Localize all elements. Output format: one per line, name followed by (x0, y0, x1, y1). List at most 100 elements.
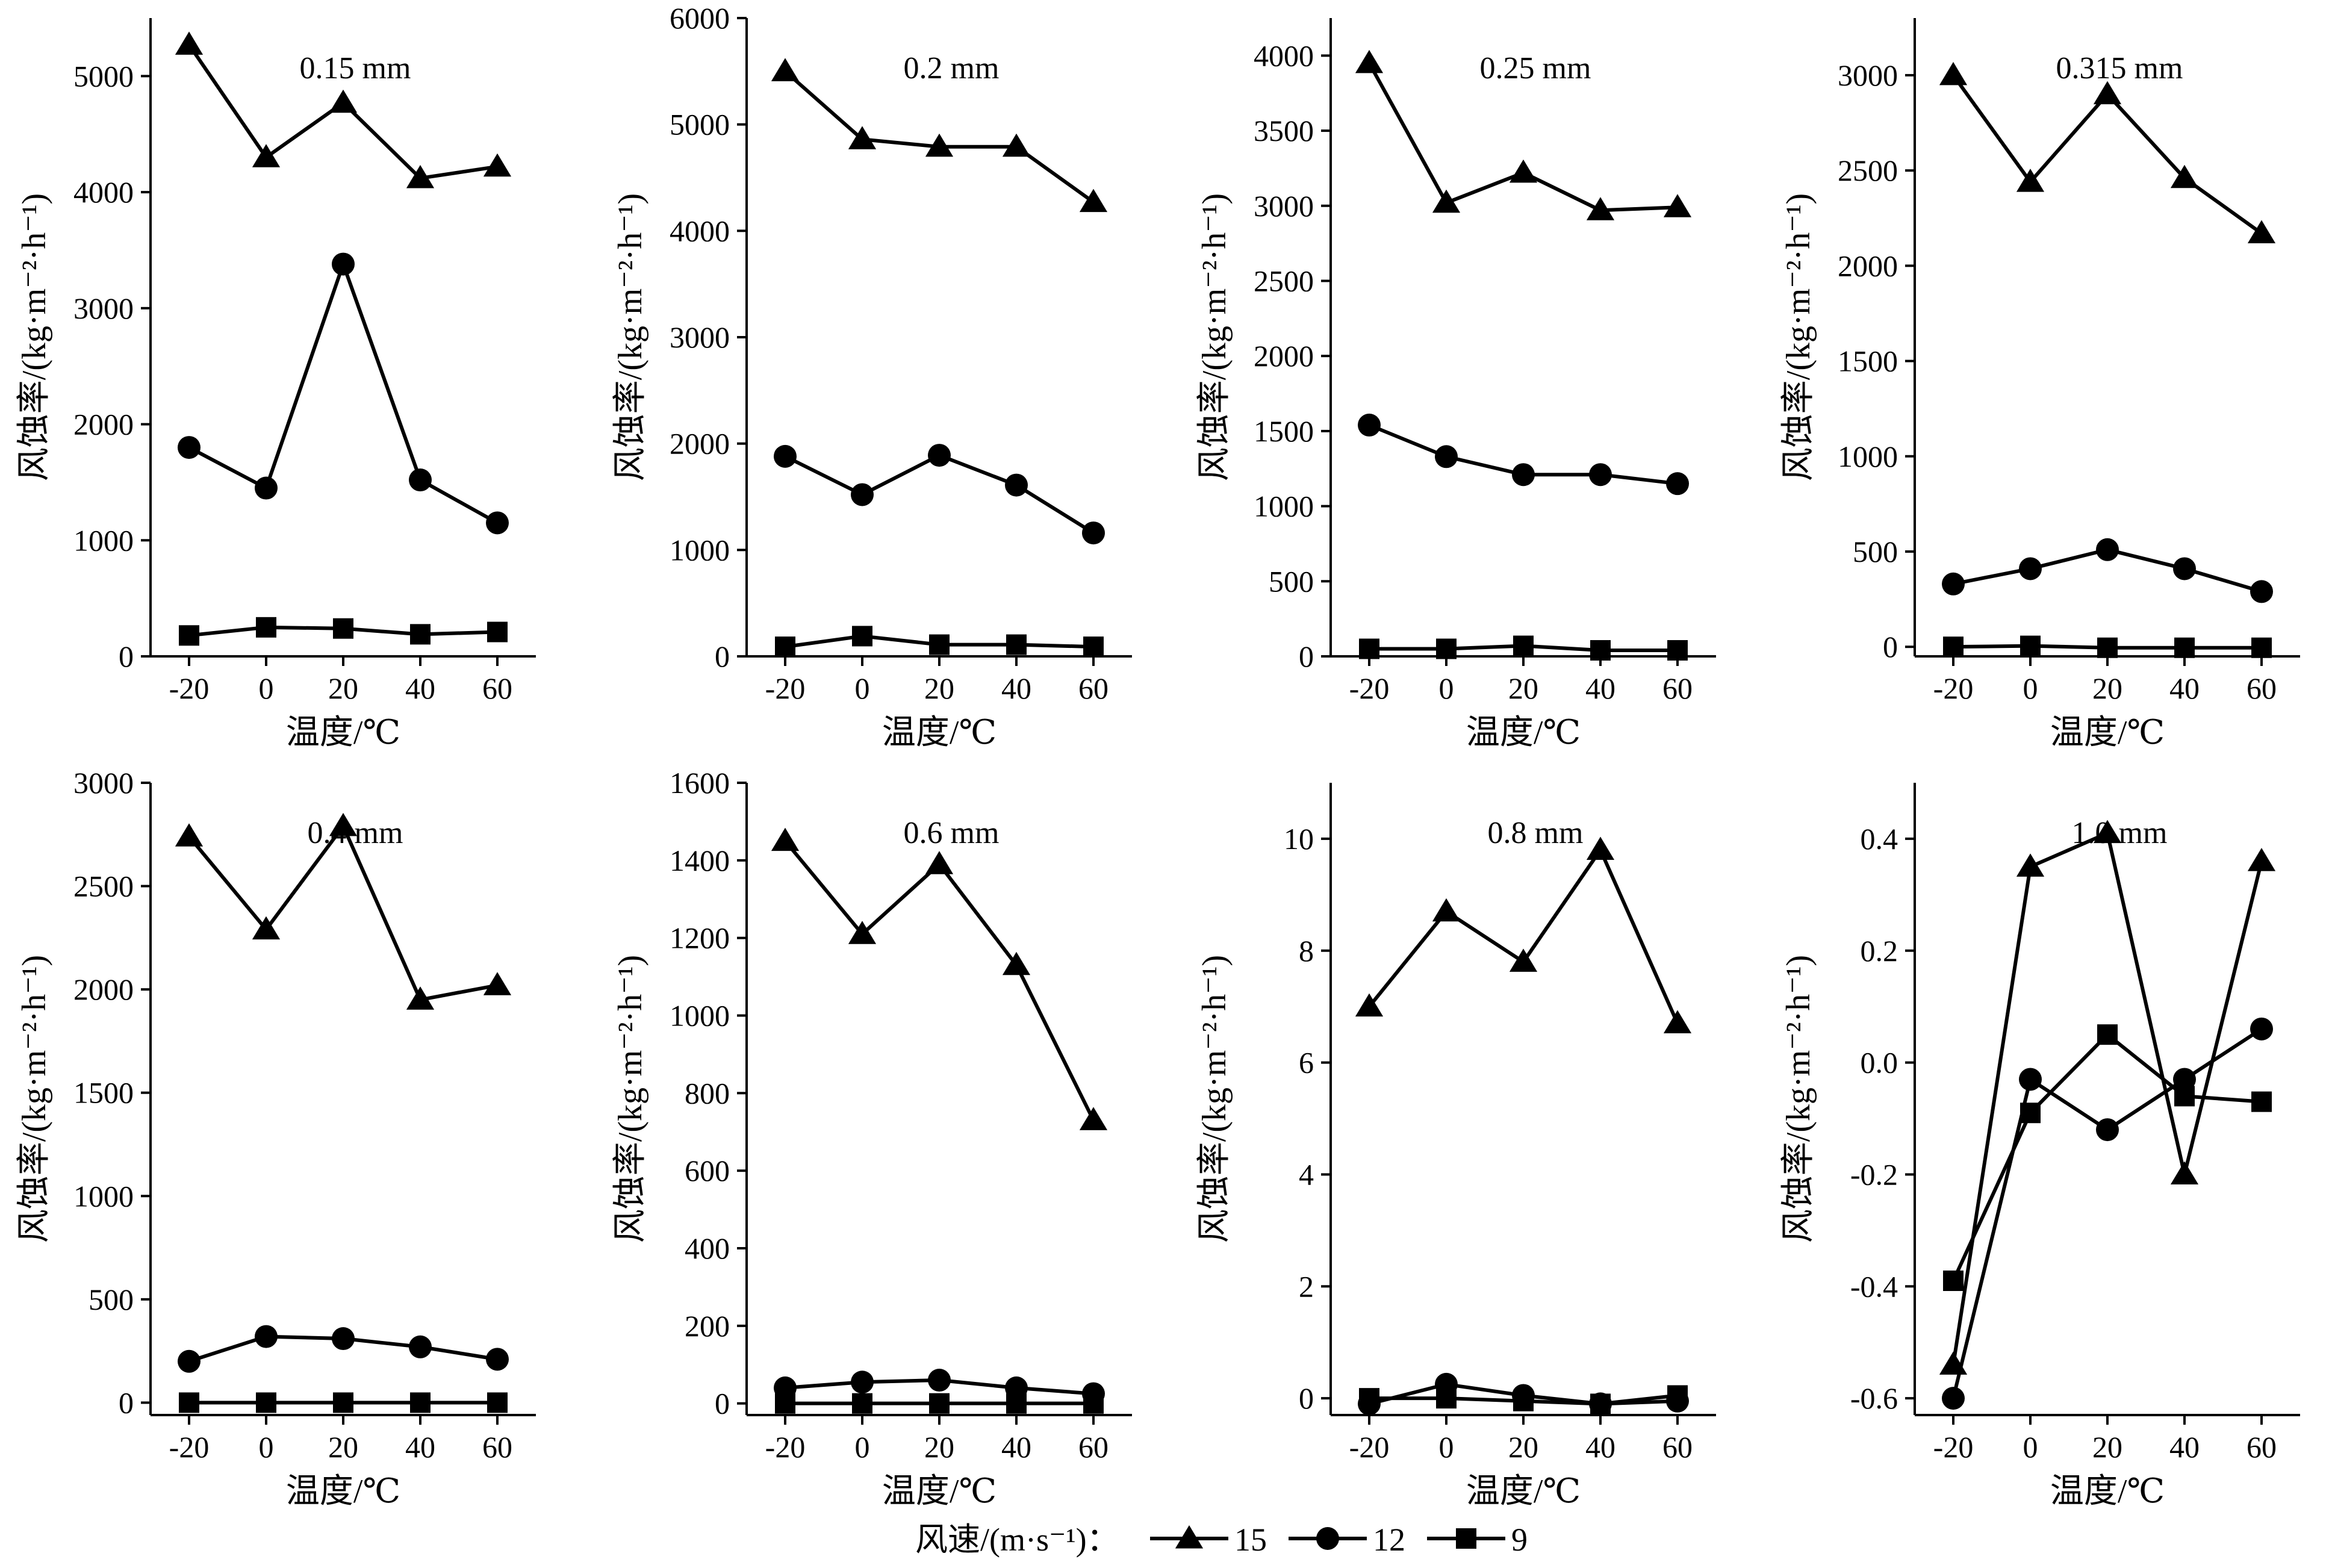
data-point-12 (255, 476, 278, 500)
x-tick-label: 0 (1439, 1430, 1454, 1464)
series-line-15 (783, 839, 1095, 1121)
data-point-15 (2247, 220, 2276, 244)
data-point-9 (1667, 1385, 1688, 1406)
x-tick-label: 60 (1078, 1430, 1109, 1464)
x-tick-label: 0 (855, 671, 870, 705)
chart-panel-5: -20 0 20 40 60 0 500 1000 1500 2000 2500 3000 温度/℃ 风蚀… (16, 766, 536, 1510)
y-tick-label: 1500 (1838, 344, 1898, 378)
x-tick-label: 0 (2023, 671, 2038, 705)
y-tick-label: 6000 (670, 1, 730, 35)
y-tick-label: 0.4 (1861, 822, 1898, 856)
data-point-9 (333, 618, 353, 639)
x-tick-label: 40 (1585, 1430, 1615, 1464)
y-tick-label: 0 (715, 639, 730, 673)
data-point-12 (2019, 557, 2042, 580)
data-point-9 (1436, 1388, 1457, 1409)
series-line-15 (1367, 848, 1679, 1024)
legend-label-9: 9 (1511, 1522, 1528, 1558)
legend-label-15: 15 (1234, 1522, 1267, 1558)
y-tick-label: 3000 (1254, 189, 1314, 223)
data-point-12 (851, 483, 874, 506)
x-tick-label: -20 (1349, 1430, 1390, 1464)
data-point-9 (333, 1392, 353, 1413)
data-point-15 (2170, 164, 2199, 188)
y-tick-label: 2000 (670, 427, 730, 461)
data-point-9 (929, 634, 950, 655)
y-tick-label: 2500 (73, 870, 134, 903)
y-tick-label: 4000 (73, 175, 134, 209)
data-point-15 (2016, 853, 2045, 877)
x-tick-label: 0 (2023, 1430, 2038, 1464)
data-point-12 (1666, 472, 1689, 496)
y-tick-label: 3000 (73, 766, 134, 800)
y-tick-label: -0.6 (1850, 1381, 1898, 1415)
x-tick-label: -20 (169, 1430, 210, 1464)
data-point-12 (1512, 463, 1535, 487)
panel-title: 0.8 mm (1488, 816, 1584, 850)
y-tick-label: 1000 (1254, 490, 1314, 523)
y-tick-label: 2000 (1838, 249, 1898, 282)
y-tick-label: 5000 (670, 108, 730, 142)
data-point-12 (2096, 538, 2119, 561)
x-tick-label: 40 (2169, 671, 2200, 705)
data-point-15 (925, 133, 954, 157)
chart-panel-8: -20 0 20 40 60 -0.6 -0.4 -0.2 0.0 0.2 0.4 温度/℃ 风蚀率/(… (1780, 783, 2300, 1510)
data-point-15 (771, 58, 800, 81)
panel-title: 0.2 mm (904, 51, 1000, 86)
x-tick-label: 20 (1508, 671, 1538, 705)
x-tick-label: 40 (405, 671, 435, 705)
data-point-9 (1359, 638, 1379, 659)
y-tick-label: 200 (685, 1309, 730, 1343)
x-tick-label: 60 (482, 1430, 512, 1464)
y-tick-label: 1000 (670, 533, 730, 567)
x-tick-label: 40 (1585, 671, 1615, 705)
x-tick-label: 60 (1078, 671, 1109, 705)
y-tick-label: 1500 (73, 1076, 134, 1110)
x-tick-label: 20 (924, 671, 954, 705)
data-point-9 (1436, 638, 1457, 659)
y-tick-label: 1000 (73, 1179, 134, 1213)
data-point-12 (2250, 1017, 2273, 1041)
y-tick-label: 4000 (670, 214, 730, 247)
x-tick-label: 0 (855, 1430, 870, 1464)
y-tick-label: 0 (1299, 639, 1314, 673)
data-point-9 (256, 1392, 276, 1413)
data-point-12 (1082, 521, 1105, 545)
y-tick-label: 0.0 (1861, 1046, 1898, 1080)
data-point-9 (1513, 635, 1534, 656)
y-tick-label: 1000 (1838, 440, 1898, 473)
chart-panel-3: -20 0 20 40 60 0 500 1000 1500 2000 2500 3000 3500 40… (1196, 18, 1716, 751)
x-tick-label: -20 (765, 1430, 806, 1464)
x-tick-label: 40 (1001, 1430, 1031, 1464)
x-tick-label: -20 (765, 671, 806, 705)
data-point-9 (2174, 637, 2195, 658)
data-point-15 (483, 972, 512, 995)
data-point-15 (406, 164, 435, 188)
data-point-9 (410, 624, 431, 645)
y-tick-label: 400 (685, 1231, 730, 1265)
data-point-12 (2250, 580, 2273, 603)
x-tick-label: 0 (259, 671, 274, 705)
y-tick-label: 2500 (1254, 264, 1314, 297)
data-point-15 (252, 144, 281, 167)
x-tick-label: 0 (1439, 671, 1454, 705)
y-tick-label: 0 (119, 639, 134, 673)
y-tick-label: 500 (1853, 535, 1898, 568)
y-tick-label: 600 (685, 1154, 730, 1187)
data-point-12 (774, 444, 797, 468)
data-point-12 (2019, 1068, 2042, 1091)
y-tick-label: 2500 (1838, 154, 1898, 187)
x-axis-title: 温度/℃ (882, 1473, 997, 1510)
data-point-9 (2020, 1103, 2041, 1124)
data-point-15 (1002, 951, 1031, 975)
data-point-9 (179, 1392, 199, 1413)
legend-marker-15 (1175, 1525, 1204, 1549)
x-tick-label: 20 (328, 1430, 358, 1464)
data-point-15 (2247, 848, 2276, 871)
y-axis-title: 风蚀率/(kg·m⁻²·h⁻¹) (1780, 955, 1817, 1243)
y-tick-label: 2 (1299, 1269, 1314, 1303)
x-tick-label: 0 (259, 1430, 274, 1464)
data-point-9 (775, 636, 795, 658)
data-point-15 (848, 921, 877, 944)
data-point-12 (1005, 473, 1028, 497)
